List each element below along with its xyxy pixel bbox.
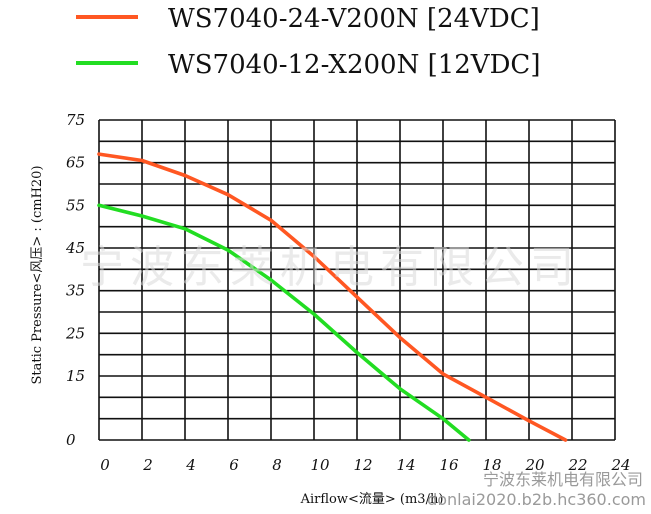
legend-label-1: WS7040-24-V200N [24VDC]	[168, 4, 540, 34]
y-tick-label: 0	[66, 431, 76, 449]
x-tick-label: 0	[100, 456, 110, 474]
y-tick-label: 75	[66, 111, 85, 129]
x-axis-ticks: 0 2 4 6 8 10 12 14 16 18 20 22 24	[100, 456, 630, 474]
legend: WS7040-24-V200N [24VDC] WS7040-12-X200N […	[76, 4, 540, 80]
x-tick-label: 16	[439, 456, 459, 474]
y-axis-title: Static Pressure<风压> : (cmH20)	[30, 165, 45, 384]
x-axis-title: Airflow<流量> (m3/h)	[300, 492, 444, 507]
x-tick-label: 2	[142, 456, 153, 474]
watermark-corner-line1: 宁波东莱机电有限公司	[483, 470, 643, 489]
y-axis-ticks: 0 15 25 35 45 55 65 75	[65, 111, 85, 449]
y-tick-label: 45	[65, 239, 85, 257]
x-tick-label: 14	[396, 456, 415, 474]
x-tick-label: 18	[482, 456, 501, 474]
x-tick-label: 8	[272, 456, 282, 474]
x-tick-label: 24	[610, 456, 630, 474]
y-tick-label: 55	[66, 196, 85, 214]
x-tick-label: 22	[567, 456, 587, 474]
x-tick-label: 4	[185, 456, 196, 474]
y-tick-label: 65	[66, 154, 85, 172]
y-tick-label: 35	[66, 282, 85, 300]
y-tick-label: 15	[66, 367, 85, 385]
series-line-1	[97, 152, 568, 442]
y-tick-label: 25	[65, 324, 85, 342]
watermark-corner-line2: donlai2020.b2b.hc360.com	[427, 490, 646, 509]
x-tick-label: 6	[229, 456, 239, 474]
x-tick-label: 12	[353, 456, 372, 474]
x-tick-label: 20	[524, 456, 545, 474]
legend-label-2: WS7040-12-X200N [12VDC]	[168, 50, 540, 80]
x-tick-label: 10	[310, 456, 330, 474]
series-line-2	[97, 203, 471, 442]
watermark-text: 宁波东莱机电有限公司	[80, 242, 580, 293]
chart-grid	[98, 119, 616, 441]
chart-series	[97, 152, 568, 442]
